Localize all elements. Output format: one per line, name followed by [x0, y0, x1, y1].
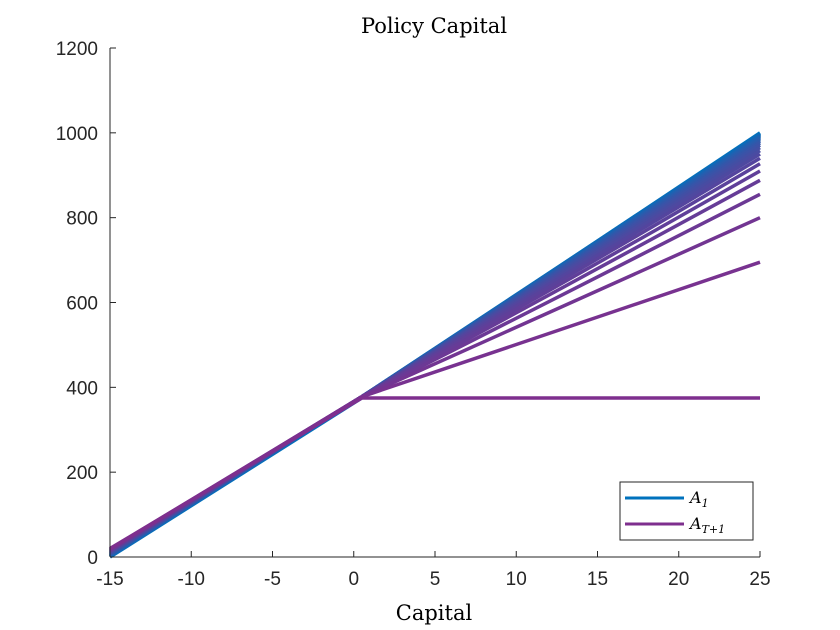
y-tick-label: 800 [66, 209, 98, 230]
x-tick-label: -10 [178, 569, 205, 590]
x-tick-label: 5 [430, 569, 441, 590]
y-ticks: 0 200 400 600 800 1000 1200 [56, 39, 116, 569]
axes [109, 48, 760, 558]
legend-label-last: AT+1 [688, 514, 725, 536]
x-tick-label: 25 [749, 569, 770, 590]
y-tick-label: 600 [66, 294, 98, 315]
series-line-last [109, 396, 760, 551]
x-tick-label: 20 [668, 569, 689, 590]
x-axis-label: Capital [396, 601, 473, 625]
x-tick-label: 0 [348, 569, 359, 590]
chart-title: Policy Capital [361, 14, 507, 38]
x-ticks: -15 -10 -5 0 5 10 15 20 25 [96, 551, 771, 590]
x-tick-label: -15 [96, 569, 123, 590]
x-tick-label: 15 [587, 569, 608, 590]
y-tick-label: 200 [66, 463, 98, 484]
x-tick-label: 10 [506, 569, 527, 590]
legend-box [619, 481, 754, 541]
y-tick-label: 1000 [56, 124, 98, 145]
legend: A1 AT+1 [619, 481, 754, 541]
legend-label-first: A1 [688, 488, 709, 510]
series-lines [109, 131, 761, 559]
y-tick-label: 0 [87, 548, 98, 569]
y-tick-label: 1200 [56, 39, 98, 60]
y-tick-label: 400 [66, 378, 98, 399]
x-tick-label: -5 [264, 569, 281, 590]
